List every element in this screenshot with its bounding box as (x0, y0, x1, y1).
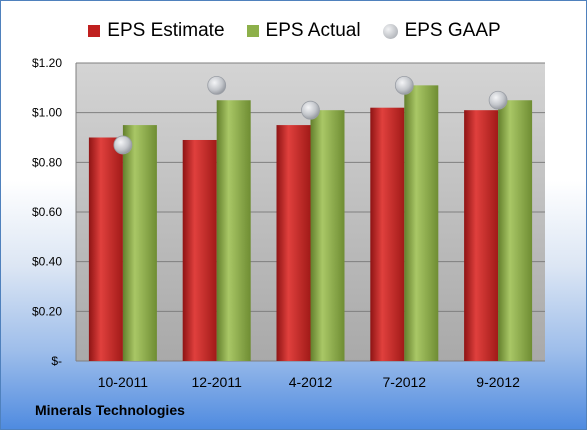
bar-eps-actual (404, 85, 439, 361)
legend-label-eps-actual: EPS Actual (265, 20, 361, 41)
bar-eps-estimate (88, 137, 123, 361)
y-tick-label: $0.40 (32, 255, 62, 269)
marker-eps-gaap (207, 75, 227, 95)
marker-eps-gaap (301, 100, 320, 120)
y-tick-label: $0.80 (32, 155, 62, 169)
legend-swatch-eps-actual (246, 25, 259, 37)
chart-legend: EPS Estimate EPS Actual EPS GAAP (1, 17, 586, 45)
bar-eps-actual (216, 100, 251, 361)
marker-eps-gaap (113, 135, 133, 155)
y-tick-label: $- (51, 354, 62, 368)
bar-eps-actual (310, 110, 345, 361)
x-tick-label: 7-2012 (383, 374, 427, 390)
y-tick-label: $0.60 (32, 205, 62, 219)
bar-eps-estimate (182, 139, 217, 361)
y-tick-label: $1.20 (32, 56, 62, 70)
bar-eps-estimate (464, 110, 499, 361)
bar-eps-actual (122, 125, 157, 361)
x-tick-label: 9-2012 (476, 374, 520, 390)
y-axis: $- $0.20 $0.40 $0.60 $0.80 $1.00 $1.20 (32, 56, 77, 368)
bar-eps-actual (498, 100, 533, 361)
marker-eps-gaap (488, 90, 508, 110)
y-tick-label: $1.00 (32, 106, 62, 120)
company-name: Minerals Technologies (35, 402, 185, 418)
x-tick-label: 12-2011 (192, 374, 243, 390)
legend-item-eps-gaap: EPS GAAP (382, 20, 501, 42)
bars (88, 85, 533, 361)
bar-eps-estimate (370, 107, 405, 361)
legend-label-eps-estimate: EPS Estimate (107, 20, 225, 41)
bar-eps-estimate (276, 125, 311, 361)
legend-label-eps-gaap: EPS GAAP (404, 20, 501, 41)
x-tick-label: 4-2012 (289, 374, 333, 390)
marker-eps-gaap (394, 75, 414, 95)
legend-item-eps-actual: EPS Actual (246, 20, 361, 42)
gaap-markers (113, 75, 508, 155)
legend-swatch-eps-gaap (382, 23, 398, 39)
x-axis: 10-2011 12-2011 4-2012 7-2012 9-2012 (98, 374, 520, 390)
x-tick-label: 10-2011 (98, 374, 149, 390)
legend-swatch-eps-estimate (88, 25, 101, 37)
y-tick-label: $0.20 (32, 304, 62, 318)
legend-item-eps-estimate: EPS Estimate (88, 20, 225, 42)
